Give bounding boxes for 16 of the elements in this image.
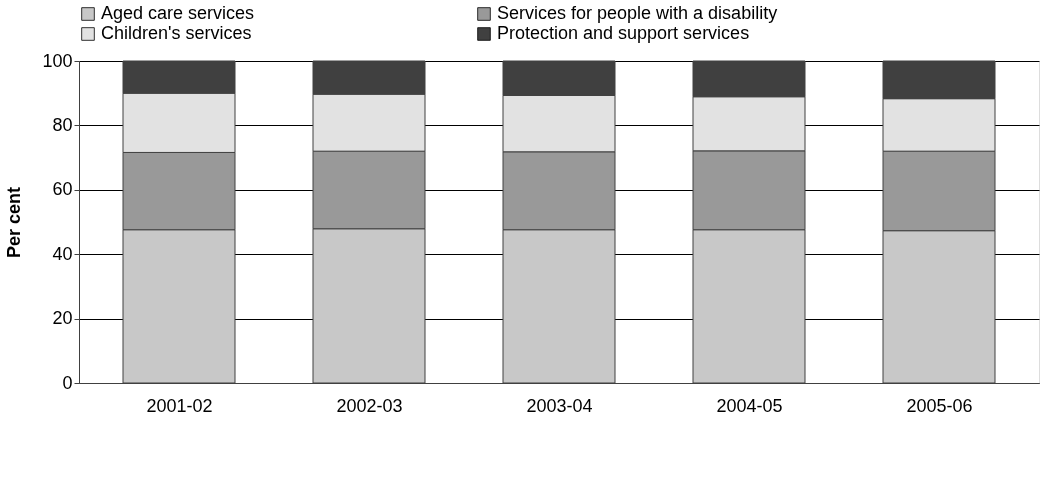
- legend-label: Services for people with a disability: [497, 3, 778, 23]
- y-axis-title: Per cent: [4, 186, 25, 259]
- y-tick-label: 100: [42, 50, 73, 71]
- y-tick-label: 40: [52, 243, 73, 264]
- x-tick-label: 2003-04: [526, 395, 593, 416]
- y-tick-label: 20: [52, 308, 73, 329]
- legend-label: Aged care services: [101, 3, 255, 23]
- x-tick-label: 2002-03: [336, 395, 403, 416]
- x-tick-label: 2001-02: [146, 395, 213, 416]
- y-tick-label: 60: [52, 179, 73, 200]
- legend-label: Children's services: [101, 23, 252, 43]
- x-tick-label: 2004-05: [716, 395, 783, 416]
- legend-label: Protection and support services: [497, 23, 750, 43]
- x-tick-label: 2005-06: [906, 395, 973, 416]
- y-tick-label: 80: [52, 114, 73, 135]
- y-tick-label: 0: [62, 372, 73, 393]
